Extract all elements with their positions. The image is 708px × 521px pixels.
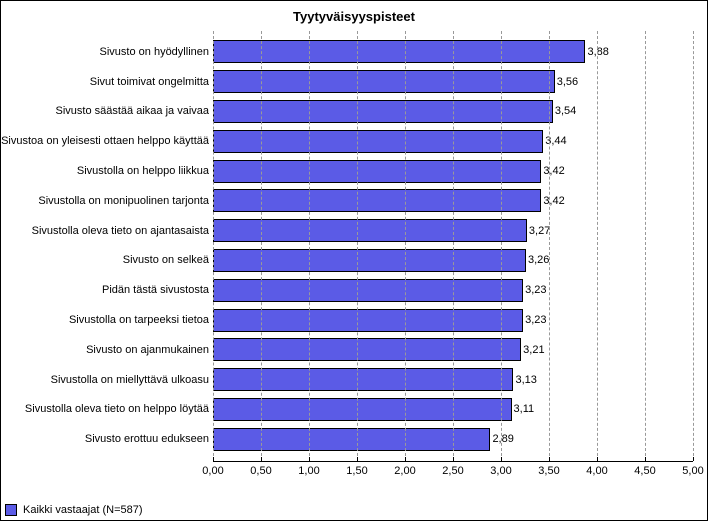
legend-swatch [5, 504, 17, 516]
gridline [597, 31, 598, 461]
x-tick-label: 4,00 [586, 465, 607, 477]
bar-label: Sivustolla on miellyttävä ulkoasu [0, 374, 209, 386]
x-tick-label: 1,50 [346, 465, 367, 477]
tick-mark [501, 457, 502, 461]
gridline [261, 31, 262, 461]
x-tick-label: 3,50 [538, 465, 559, 477]
bar-value: 3,42 [543, 165, 564, 177]
tick-mark [597, 457, 598, 461]
bar-label: Sivusto on hyödyllinen [0, 46, 209, 58]
bar-value: 3,27 [529, 225, 550, 237]
bar [213, 40, 585, 63]
gridline [405, 31, 406, 461]
bar [213, 398, 512, 421]
tick-mark [309, 457, 310, 461]
bar-value: 3,23 [525, 314, 546, 326]
chart-title: Tyytyväisyyspisteet [1, 1, 707, 28]
bar [213, 70, 555, 93]
bar-label: Sivustoa on yleisesti ottaen helppo käyt… [0, 135, 209, 147]
tick-mark [645, 457, 646, 461]
tick-mark [213, 457, 214, 461]
bar-value: 3,88 [587, 46, 608, 58]
bar-value: 3,54 [555, 105, 576, 117]
gridline [453, 31, 454, 461]
tick-mark [693, 457, 694, 461]
tick-mark [357, 457, 358, 461]
gridline [501, 31, 502, 461]
bar [213, 338, 521, 361]
gridline [645, 31, 646, 461]
x-axis: 0,000,501,001,502,002,503,003,504,004,50… [213, 461, 693, 481]
legend-label: Kaikki vastaajat (N=587) [23, 504, 143, 516]
bar [213, 428, 490, 451]
gridline [693, 31, 694, 461]
bar-label: Sivustolla on monipuolinen tarjonta [0, 195, 209, 207]
legend: Kaikki vastaajat (N=587) [5, 504, 143, 516]
bar-label: Sivusto säästää aikaa ja vaivaa [0, 105, 209, 117]
bar [213, 368, 513, 391]
x-tick-label: 5,00 [682, 465, 703, 477]
bar [213, 279, 523, 302]
tick-mark [549, 457, 550, 461]
bar-value: 3,11 [514, 403, 535, 415]
bar-value: 3,56 [557, 76, 578, 88]
bar-label: Sivustolla oleva tieto on helppo löytää [0, 403, 209, 415]
x-tick-label: 3,00 [490, 465, 511, 477]
bar-label: Sivustolla on tarpeeksi tietoa [0, 314, 209, 326]
bar-label: Sivut toimivat ongelmitta [0, 76, 209, 88]
tick-mark [261, 457, 262, 461]
bar-label: Sivustolla oleva tieto on ajantasaista [0, 225, 209, 237]
bar-label: Pidän tästä sivustosta [0, 284, 209, 296]
plot-area: Sivusto on hyödyllinen3,88Sivut toimivat… [213, 31, 693, 461]
x-tick-label: 0,50 [250, 465, 271, 477]
bar [213, 189, 541, 212]
bar [213, 160, 541, 183]
x-tick-label: 0,00 [202, 465, 223, 477]
gridline [549, 31, 550, 461]
bar-label: Sivusto erottuu edukseen [0, 433, 209, 445]
bar-label: Sivusto on selkeä [0, 254, 209, 266]
bar-value: 2,89 [492, 433, 513, 445]
bar-value: 3,21 [523, 344, 544, 356]
x-tick-label: 2,50 [442, 465, 463, 477]
x-tick-label: 4,50 [634, 465, 655, 477]
x-tick-label: 1,00 [298, 465, 319, 477]
gridline [309, 31, 310, 461]
chart-container: Tyytyväisyyspisteet Sivusto on hyödyllin… [0, 0, 708, 521]
gridline [213, 31, 214, 461]
gridline [357, 31, 358, 461]
bar-value: 3,26 [528, 254, 549, 266]
bar-value: 3,23 [525, 284, 546, 296]
bar-label: Sivustolla on helppo liikkua [0, 165, 209, 177]
tick-mark [405, 457, 406, 461]
bar [213, 249, 526, 272]
bar-value: 3,13 [515, 374, 536, 386]
bar-label: Sivusto on ajanmukainen [0, 344, 209, 356]
bar-value: 3,42 [543, 195, 564, 207]
tick-mark [453, 457, 454, 461]
x-tick-label: 2,00 [394, 465, 415, 477]
bar [213, 309, 523, 332]
bar [213, 130, 543, 153]
